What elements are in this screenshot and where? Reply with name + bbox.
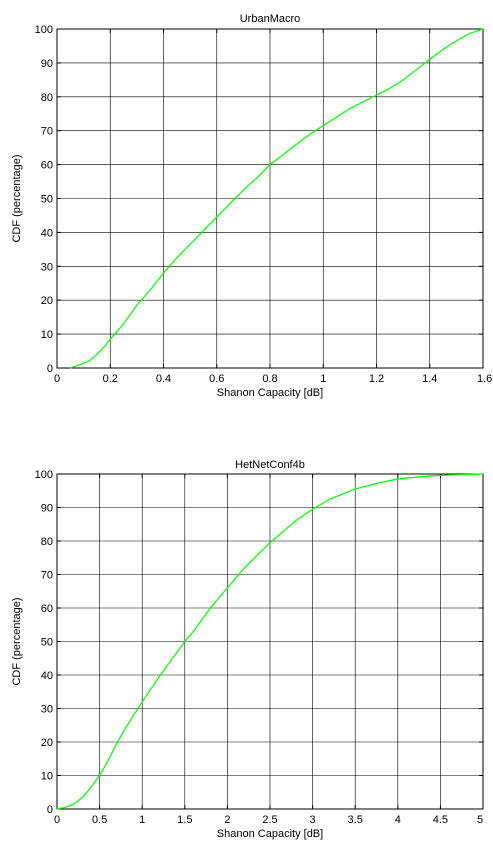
x-tick-label: 0.8 <box>262 373 277 385</box>
x-axis-label: Shanon Capacity [dB] <box>217 828 323 840</box>
x-tick-label: 4 <box>395 814 401 826</box>
y-tick-label: 80 <box>41 536 53 548</box>
x-axis-label: Shanon Capacity [dB] <box>217 387 323 399</box>
series-line <box>56 473 484 810</box>
y-tick-label: 10 <box>41 771 53 783</box>
y-tick-label: 80 <box>41 92 53 104</box>
x-tick-label: 1 <box>320 373 326 385</box>
x-tick-label: 0 <box>54 373 60 385</box>
chart-2: 0 0.5 1 1.5 2 2.5 3 3.5 4 4.5 50102030405060708090… <box>11 459 484 840</box>
y-tick-label: 10 <box>41 329 53 341</box>
x-tick-label: 0.6 <box>209 373 224 385</box>
y-tick-label: 30 <box>41 261 53 273</box>
x-tick-label: 0.2 <box>103 373 118 385</box>
y-tick-label: 60 <box>41 160 53 172</box>
series-line <box>70 28 484 369</box>
x-tick-label: 4.5 <box>433 814 448 826</box>
y-tick-label: 50 <box>41 194 53 206</box>
y-tick-label: 50 <box>41 637 53 649</box>
y-tick-label: 40 <box>41 670 53 682</box>
axes-frame <box>56 473 484 810</box>
x-tick-label: 1.4 <box>422 373 437 385</box>
x-tick-label: 1.6 <box>477 373 492 385</box>
y-tick-label: 20 <box>41 295 53 307</box>
x-tick-label: 0 <box>54 814 60 826</box>
x-tick-label: 2.5 <box>262 814 277 826</box>
x-tick-label: 1.5 <box>177 814 192 826</box>
x-tick-label: 3 <box>310 814 316 826</box>
chart-1: 0 0.2 0.4 0.6 0.8 1 1.2 1.4 1.6 0 10 20 30 40 50 60 70 80… <box>11 13 492 399</box>
y-tick-label: 90 <box>41 58 53 70</box>
y-tick-label: 20 <box>41 737 53 749</box>
y-axis-label: CDF (percentage) <box>11 154 23 242</box>
x-tick-label: 1.2 <box>369 373 384 385</box>
chart-title: UrbanMacro <box>240 13 301 25</box>
y-tick-label: 90 <box>41 503 53 515</box>
x-tick-label: 5 <box>477 814 483 826</box>
y-tick-label: 70 <box>41 570 53 582</box>
y-tick-label: 100 <box>35 24 53 36</box>
x-tick-label: 0.4 <box>156 373 171 385</box>
y-tick-label: 40 <box>41 227 53 239</box>
y-tick-label: 0 <box>47 363 53 375</box>
x-tick-label: 0.5 <box>92 814 107 826</box>
y-tick-label: 60 <box>41 603 53 615</box>
y-tick-label: 70 <box>41 126 53 138</box>
y-tick-label: 100 <box>35 469 53 481</box>
y-axis-label: CDF (percentage) <box>11 597 23 685</box>
axes-frame <box>56 28 484 369</box>
x-tick-label: 1 <box>139 814 145 826</box>
y-tick-label: 0 <box>47 804 53 816</box>
x-tick-label: 2 <box>224 814 230 826</box>
chart-title: HetNetConf4b <box>235 459 305 471</box>
y-tick-label: 30 <box>41 704 53 716</box>
x-tick-label: 3.5 <box>348 814 363 826</box>
